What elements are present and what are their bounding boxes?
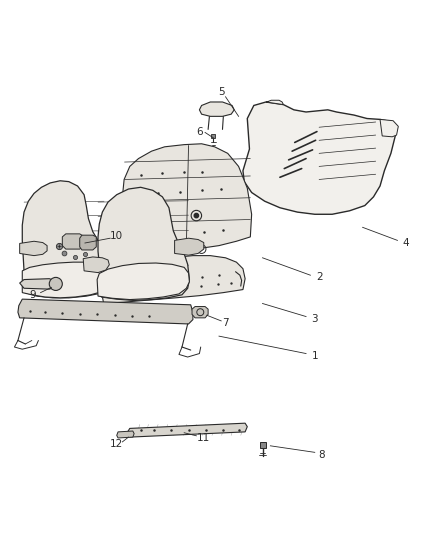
Polygon shape (97, 263, 189, 300)
Polygon shape (20, 279, 57, 289)
Text: 4: 4 (403, 238, 410, 247)
Polygon shape (243, 102, 397, 214)
Text: 7: 7 (222, 318, 229, 328)
Polygon shape (122, 144, 252, 262)
Text: 8: 8 (318, 449, 325, 459)
Polygon shape (62, 234, 83, 249)
Text: 6: 6 (196, 126, 203, 136)
Circle shape (194, 213, 198, 218)
Polygon shape (20, 241, 47, 256)
Polygon shape (22, 181, 105, 298)
Polygon shape (380, 119, 398, 137)
Polygon shape (199, 102, 234, 116)
Text: 12: 12 (110, 439, 124, 449)
Text: 3: 3 (311, 314, 318, 324)
Polygon shape (117, 431, 134, 438)
Text: 9: 9 (29, 290, 36, 300)
Polygon shape (127, 423, 247, 437)
Text: 1: 1 (311, 351, 318, 361)
Text: 2: 2 (316, 272, 322, 282)
Polygon shape (98, 187, 189, 301)
Polygon shape (18, 299, 193, 324)
Polygon shape (266, 100, 283, 104)
Polygon shape (22, 262, 107, 298)
Text: 11: 11 (197, 433, 210, 442)
Polygon shape (192, 306, 208, 318)
Polygon shape (101, 256, 245, 303)
Text: 10: 10 (110, 231, 123, 241)
Text: 5: 5 (218, 87, 225, 98)
Circle shape (49, 277, 62, 290)
Polygon shape (83, 257, 110, 272)
Polygon shape (80, 235, 96, 250)
Polygon shape (175, 238, 204, 255)
